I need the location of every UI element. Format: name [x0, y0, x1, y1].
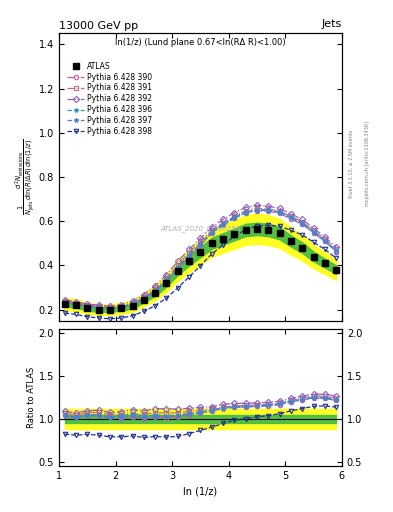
Text: ln(1/z) (Lund plane 0.67<ln(RΔ R)<1.00): ln(1/z) (Lund plane 0.67<ln(RΔ R)<1.00) — [115, 37, 286, 47]
Legend: ATLAS, Pythia 6.428 390, Pythia 6.428 391, Pythia 6.428 392, Pythia 6.428 396, P: ATLAS, Pythia 6.428 390, Pythia 6.428 39… — [66, 60, 154, 138]
Text: Rivet 3.1.10, ≥ 2.5M events: Rivet 3.1.10, ≥ 2.5M events — [349, 130, 354, 198]
Text: mcplots.cern.ch [arXiv:1306.3436]: mcplots.cern.ch [arXiv:1306.3436] — [365, 121, 370, 206]
X-axis label: ln (1/z): ln (1/z) — [184, 486, 217, 496]
Text: Jets: Jets — [321, 19, 342, 29]
Text: 13000 GeV pp: 13000 GeV pp — [59, 21, 138, 31]
Text: ATLAS_2020_I1790256: ATLAS_2020_I1790256 — [160, 225, 241, 232]
Y-axis label: Ratio to ATLAS: Ratio to ATLAS — [27, 367, 36, 428]
Y-axis label: $\frac{1}{N_{\rm jets}}\frac{d^2 N_{\rm emissions}}{d\ln(R/\Delta R)\,d\ln(1/z)}: $\frac{1}{N_{\rm jets}}\frac{d^2 N_{\rm … — [14, 139, 37, 216]
